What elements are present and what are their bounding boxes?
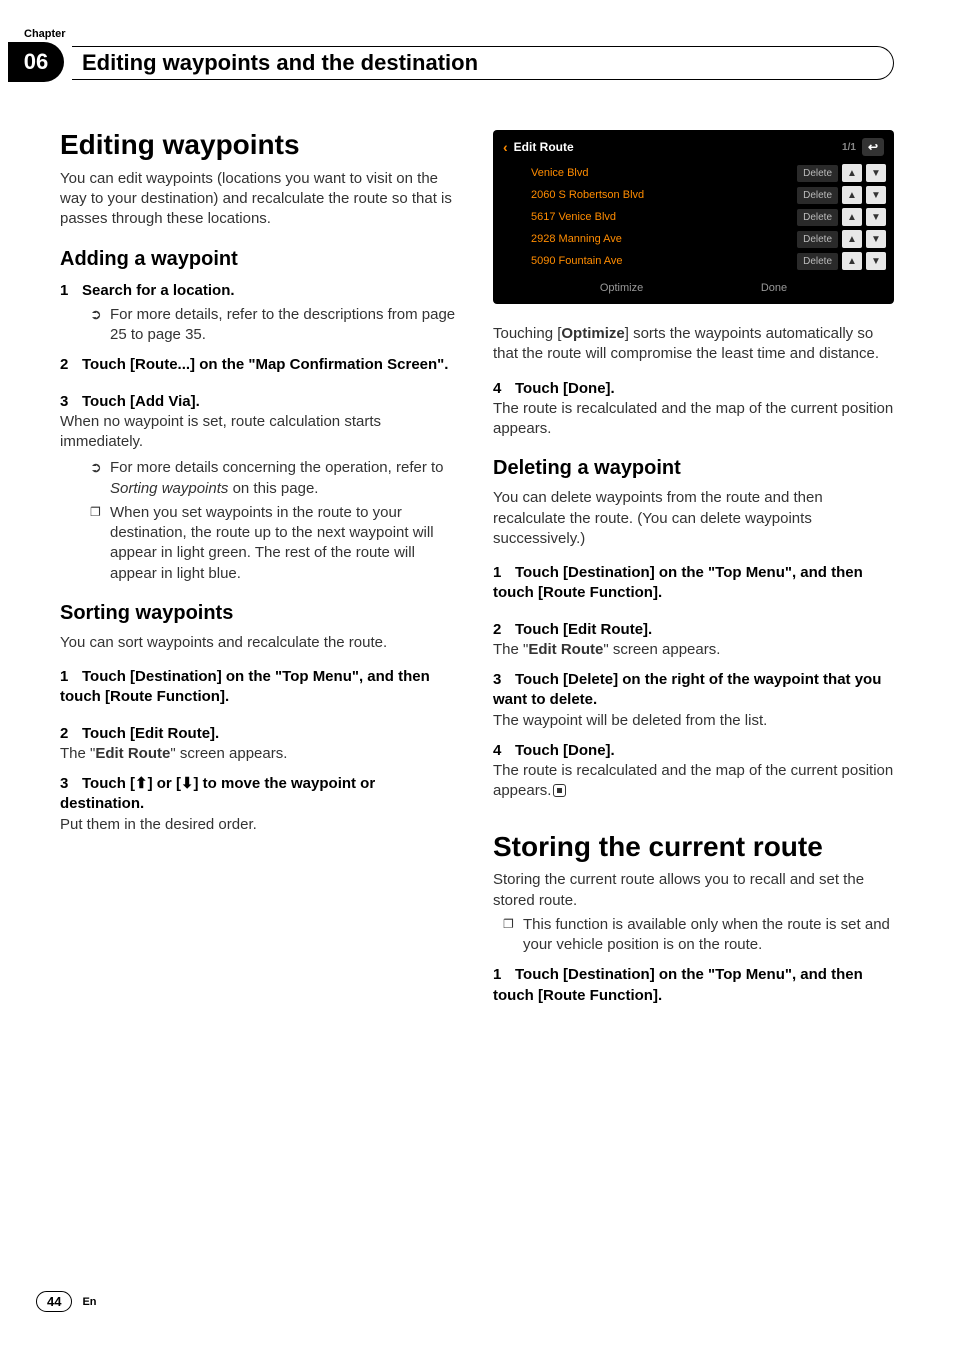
intro-text: You can edit waypoints (locations you wa…: [60, 169, 461, 230]
chapter-number-badge: 06: [8, 42, 64, 82]
right-column: ‹ Edit Route 1/1 ↩ Venice Blvd Delete ▲ …: [493, 130, 894, 1006]
bullet-note-waypoints: When you set waypoints in the route to y…: [90, 503, 461, 584]
del-step-1: 1Touch [Destination] on the "Top Menu", …: [493, 563, 894, 604]
del-step-2: 2Touch [Edit Route].: [493, 620, 894, 640]
chapter-label: Chapter: [24, 28, 66, 40]
route-name: 5617 Venice Blvd: [501, 211, 793, 223]
screenshot-pager: 1/1: [842, 142, 856, 153]
storing-intro: Storing the current route allows you to …: [493, 870, 894, 911]
step-3: 3Touch [Add Via].: [60, 392, 461, 412]
route-row: 2060 S Robertson Blvd Delete ▲ ▼: [501, 184, 886, 206]
sort-step-1: 1Touch [Destination] on the "Top Menu", …: [60, 667, 461, 708]
del-step-3-body: The waypoint will be deleted from the li…: [493, 711, 894, 731]
route-name: 2060 S Robertson Blvd: [501, 189, 793, 201]
move-down-icon[interactable]: ▼: [866, 252, 886, 270]
delete-button[interactable]: Delete: [797, 231, 838, 248]
delete-button[interactable]: Delete: [797, 165, 838, 182]
bullet-ref-sorting: For more details concerning the operatio…: [90, 458, 461, 499]
del-step-3: 3Touch [Delete] on the right of the wayp…: [493, 670, 894, 711]
sort-step-4: 4Touch [Done].: [493, 379, 894, 399]
delete-button[interactable]: Delete: [797, 187, 838, 204]
bullet-storing-note: This function is available only when the…: [503, 915, 894, 956]
chapter-title: Editing waypoints and the destination: [72, 46, 894, 80]
del-step-4: 4Touch [Done].: [493, 741, 894, 761]
left-column: Editing waypoints You can edit waypoints…: [60, 130, 461, 1006]
section-editing-waypoints: Editing waypoints: [60, 130, 461, 161]
deleting-intro: You can delete waypoints from the route …: [493, 488, 894, 549]
language-label: En: [82, 1296, 96, 1308]
edit-route-screenshot: ‹ Edit Route 1/1 ↩ Venice Blvd Delete ▲ …: [493, 130, 894, 304]
store-step-1: 1Touch [Destination] on the "Top Menu", …: [493, 965, 894, 1006]
del-step-4-body: The route is recalculated and the map of…: [493, 761, 894, 802]
sort-step-3-body: Put them in the desired order.: [60, 815, 461, 835]
section-storing-route: Storing the current route: [493, 832, 894, 863]
move-down-icon[interactable]: ▼: [866, 230, 886, 248]
route-row: 2928 Manning Ave Delete ▲ ▼: [501, 228, 886, 250]
stop-icon: [553, 784, 566, 797]
move-up-icon[interactable]: ▲: [842, 186, 862, 204]
bullet-ref-descriptions: For more details, refer to the descripti…: [90, 305, 461, 346]
move-up-icon[interactable]: ▲: [842, 164, 862, 182]
route-name: Venice Blvd: [501, 167, 793, 179]
sort-step-4-body: The route is recalculated and the map of…: [493, 399, 894, 440]
del-step-2-body: The "Edit Route" screen appears.: [493, 640, 894, 660]
subsection-deleting-waypoint: Deleting a waypoint: [493, 457, 894, 480]
optimize-description: Touching [Optimize] sorts the waypoints …: [493, 324, 894, 365]
subsection-adding-waypoint: Adding a waypoint: [60, 248, 461, 271]
route-name: 5090 Fountain Ave: [501, 255, 793, 267]
move-down-icon[interactable]: ▼: [866, 208, 886, 226]
move-down-icon[interactable]: ▼: [866, 164, 886, 182]
page-footer: 44 En: [36, 1291, 97, 1312]
route-row: Venice Blvd Delete ▲ ▼: [501, 162, 886, 184]
move-down-icon[interactable]: ▼: [866, 186, 886, 204]
return-icon[interactable]: ↩: [862, 138, 884, 156]
delete-button[interactable]: Delete: [797, 209, 838, 226]
screenshot-title: Edit Route: [508, 140, 842, 154]
step-2: 2Touch [Route...] on the "Map Confirmati…: [60, 355, 461, 375]
sort-step-3: 3Touch [⬆] or [⬇] to move the waypoint o…: [60, 774, 461, 815]
move-up-icon[interactable]: ▲: [842, 252, 862, 270]
route-row: 5090 Fountain Ave Delete ▲ ▼: [501, 250, 886, 272]
sort-step-2-body: The "Edit Route" screen appears.: [60, 744, 461, 764]
step-1: 1Search for a location.: [60, 281, 461, 301]
subsection-sorting-waypoints: Sorting waypoints: [60, 602, 461, 625]
page-number: 44: [36, 1291, 72, 1312]
route-name: 2928 Manning Ave: [501, 233, 793, 245]
sort-step-2: 2Touch [Edit Route].: [60, 724, 461, 744]
step-3-body: When no waypoint is set, route calculati…: [60, 412, 461, 453]
delete-button[interactable]: Delete: [797, 253, 838, 270]
move-up-icon[interactable]: ▲: [842, 230, 862, 248]
done-button[interactable]: Done: [761, 282, 787, 294]
sorting-intro: You can sort waypoints and recalculate t…: [60, 633, 461, 653]
optimize-button[interactable]: Optimize: [600, 282, 643, 294]
move-up-icon[interactable]: ▲: [842, 208, 862, 226]
route-row: 5617 Venice Blvd Delete ▲ ▼: [501, 206, 886, 228]
